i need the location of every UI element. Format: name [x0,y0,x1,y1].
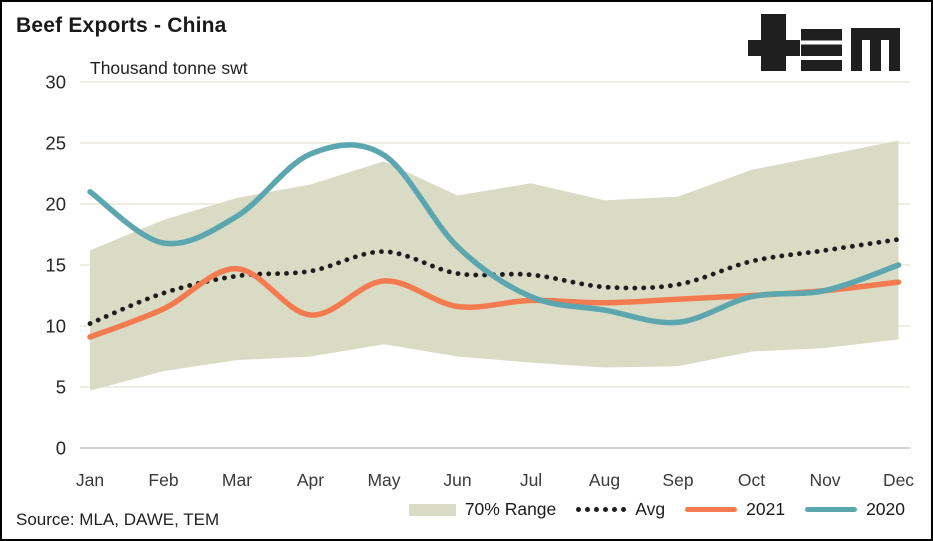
x-tick-label: Jan [76,470,104,490]
x-tick-label: May [367,470,400,490]
tem-logo [748,14,900,71]
range-band [90,140,899,391]
legend-item-2021: 2021 [685,499,785,520]
legend-item-2020: 2020 [805,499,905,520]
x-tick-label: Jul [520,470,542,490]
source-note: Source: MLA, DAWE, TEM [16,510,220,529]
legend-item-range: 70% Range [408,499,557,520]
dotted-line-swatch [576,507,627,512]
y-tick-label: 25 [45,133,66,154]
legend-label-range: 70% Range [464,499,557,519]
triple-bar-glyph [801,29,842,71]
series-2020-line [87,142,902,326]
y-tick-label: 20 [45,194,66,215]
x-tick-label: Sep [662,470,693,490]
y-tick-label: 5 [56,377,66,398]
m-glyph [851,28,900,71]
legend-item-avg: Avg [576,499,665,520]
teal-line-swatch [805,507,858,512]
x-tick-label: Nov [809,470,840,490]
x-tick-label: Apr [297,470,324,490]
y-tick-label: 30 [45,72,66,93]
legend-label-2021: 2021 [746,499,786,519]
legend: 70% Range Avg 2021 2020 [408,499,905,520]
band-swatch [408,503,456,516]
y-tick-label: 10 [45,316,66,337]
chart-title: Beef Exports - China [16,14,227,37]
x-tick-label: Aug [589,470,620,490]
y-tick-label: 0 [56,438,66,459]
plus-glyph [748,14,800,71]
legend-label-2020: 2020 [866,499,905,519]
y-tick-label: 15 [45,255,66,276]
x-tick-label: Oct [738,470,765,490]
x-tick-label: Dec [883,470,914,490]
x-tick-label: Mar [222,470,252,490]
x-tick-label: Feb [148,470,178,490]
legend-label-avg: Avg [635,499,666,519]
y-axis-unit-label: Thousand tonne swt [90,58,248,78]
x-tick-label: Jun [443,470,471,490]
orange-line-swatch [685,507,738,512]
